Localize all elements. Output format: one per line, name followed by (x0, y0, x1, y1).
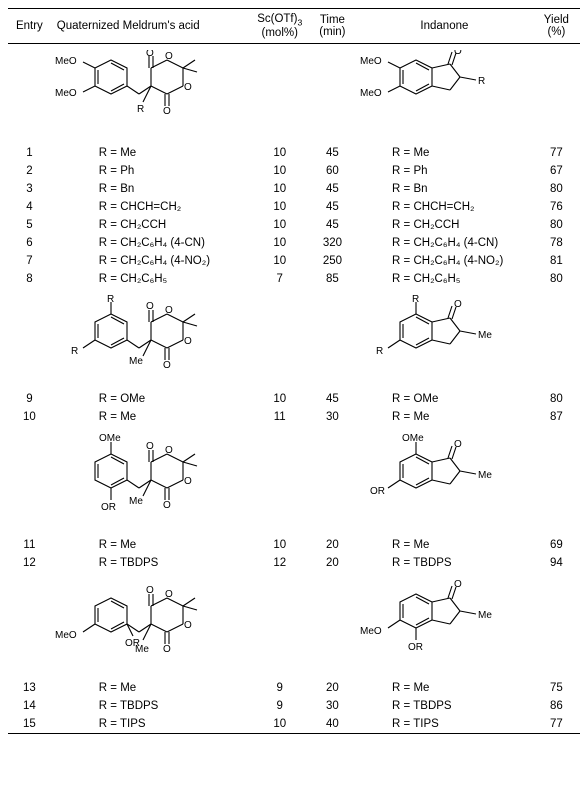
indanone-structure-4: MeO OR O Me (358, 578, 498, 668)
svg-text:R: R (376, 346, 383, 357)
svg-text:O: O (184, 82, 192, 93)
svg-text:OR: OR (408, 642, 423, 653)
table-row: 15R = TIPS1040R = TIPS77 (8, 715, 580, 734)
indanone-structure-3: OMe OR O Me (358, 432, 498, 527)
table-row: 4R = CHCH=CH₂1045R = CHCH=CH₂76 (8, 198, 580, 216)
svg-text:MeO: MeO (360, 56, 382, 67)
svg-text:R: R (107, 294, 114, 305)
svg-text:O: O (184, 620, 192, 631)
hdr-time: Time (min) (309, 9, 356, 44)
structure-row-1: MeO MeO O O O O R (8, 44, 580, 145)
svg-text:O: O (184, 336, 192, 347)
svg-text:R: R (137, 104, 144, 115)
svg-text:Me: Me (478, 610, 492, 621)
svg-text:O: O (165, 589, 173, 600)
svg-text:Me: Me (129, 356, 143, 367)
svg-text:O: O (163, 500, 171, 511)
svg-text:O: O (165, 51, 173, 62)
meldrum-structure-3: OMe OR O O O O Me (53, 432, 228, 530)
table-row: 9R = OMe1045R = OMe80 (8, 390, 580, 408)
svg-text:O: O (163, 360, 171, 371)
meldrum-structure-1: MeO MeO O O O O R (53, 50, 228, 138)
svg-text:O: O (165, 445, 173, 456)
table-row: 2R = Ph1060R = Ph67 (8, 162, 580, 180)
table-header: Entry Quaternized Meldrum's acid Sc(OTf)… (8, 9, 580, 44)
svg-text:OMe: OMe (402, 433, 424, 444)
meldrum-structure-2: R R O O O O Me (53, 294, 228, 384)
svg-text:MeO: MeO (55, 56, 77, 67)
hdr-yield: Yield (%) (533, 9, 580, 44)
svg-text:R: R (71, 346, 78, 357)
hdr-qma: Quaternized Meldrum's acid (51, 9, 251, 44)
indanone-structure-1: MeO MeO O R (358, 50, 498, 130)
svg-text:MeO: MeO (55, 630, 77, 641)
table-row: 8R = CH₂C₆H₅785R = CH₂C₆H₅80 (8, 270, 580, 288)
svg-text:O: O (146, 585, 154, 596)
structure-row-4: MeO OR O O O O Me MeO OR O (8, 572, 580, 679)
table-row: 14R = TBDPS930R = TBDPS86 (8, 697, 580, 715)
hdr-entry: Entry (8, 9, 51, 44)
table-row: 12R = TBDPS1220R = TBDPS94 (8, 554, 580, 572)
svg-text:O: O (146, 441, 154, 452)
hdr-ind: Indanone (356, 9, 533, 44)
table-row: 6R = CH₂C₆H₄ (4-CN)10320R = CH₂C₆H₄ (4-C… (8, 234, 580, 252)
structure-row-3: OMe OR O O O O Me OMe OR O (8, 426, 580, 536)
structure-row-2: R R O O O O Me R R O Me (8, 288, 580, 390)
svg-text:Me: Me (135, 644, 149, 655)
svg-text:MeO: MeO (360, 88, 382, 99)
svg-text:O: O (165, 305, 173, 316)
svg-text:Me: Me (478, 470, 492, 481)
table-row: 11R = Me1020R = Me69 (8, 536, 580, 554)
svg-text:Me: Me (129, 496, 143, 507)
svg-text:OMe: OMe (99, 433, 121, 444)
svg-text:O: O (163, 644, 171, 655)
svg-text:O: O (454, 50, 462, 57)
svg-text:O: O (454, 579, 462, 590)
svg-text:OR: OR (101, 502, 116, 513)
table-row: 3R = Bn1045R = Bn80 (8, 180, 580, 198)
svg-text:MeO: MeO (55, 88, 77, 99)
svg-text:O: O (163, 106, 171, 117)
svg-text:OR: OR (370, 486, 385, 497)
svg-text:O: O (146, 50, 154, 59)
hdr-sc: Sc(OTf)3 (mol%) (251, 9, 309, 44)
table-row: 7R = CH₂C₆H₄ (4-NO₂)10250R = CH₂C₆H₄ (4-… (8, 252, 580, 270)
table-row: 1R = Me1045R = Me77 (8, 144, 580, 162)
svg-text:Me: Me (478, 330, 492, 341)
meldrum-structure-4: MeO OR O O O O Me (53, 578, 228, 673)
table-row: 10R = Me1130R = Me87 (8, 408, 580, 426)
table-row: 5R = CH₂CCH1045R = CH₂CCH80 (8, 216, 580, 234)
svg-text:MeO: MeO (360, 626, 382, 637)
svg-text:R: R (412, 294, 419, 305)
svg-text:O: O (454, 299, 462, 310)
reaction-table: Entry Quaternized Meldrum's acid Sc(OTf)… (8, 8, 580, 734)
indanone-structure-2: R R O Me (358, 294, 498, 379)
svg-text:O: O (146, 301, 154, 312)
svg-text:R: R (478, 76, 485, 87)
svg-text:O: O (184, 476, 192, 487)
svg-text:O: O (454, 439, 462, 450)
table-row: 13R = Me920R = Me75 (8, 679, 580, 697)
